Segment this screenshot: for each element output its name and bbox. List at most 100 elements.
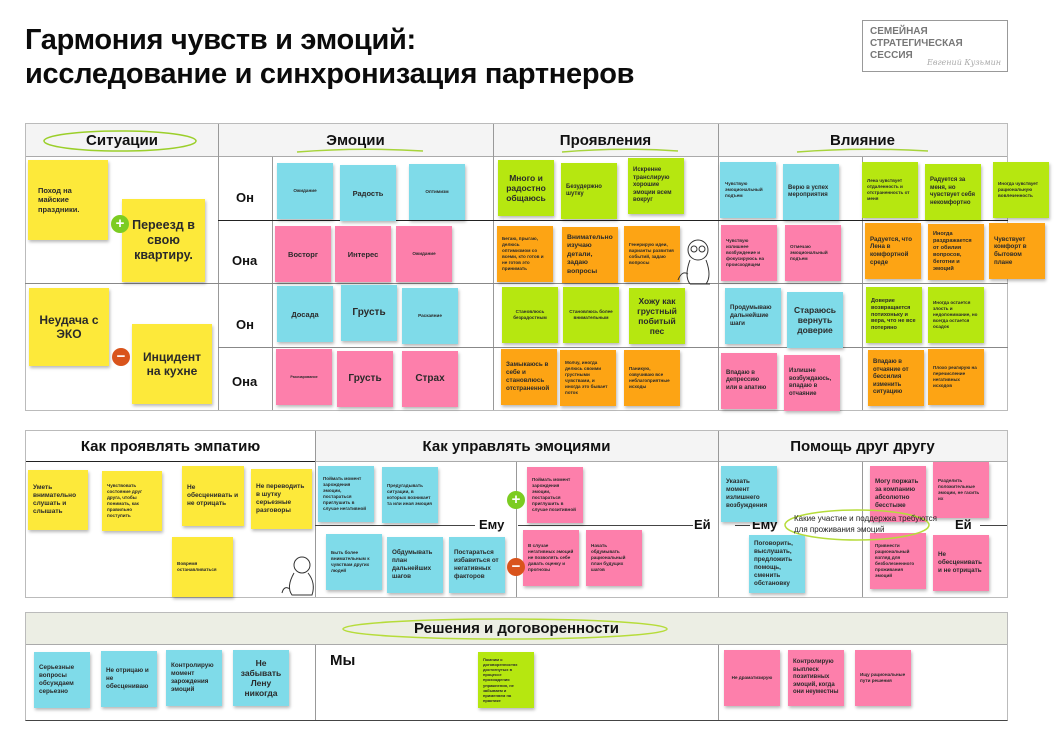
sticky-note[interactable]: Продумываю дальнейшие шаги (725, 288, 781, 344)
label-her: Ей (694, 517, 711, 532)
sticky-note[interactable]: Становлюсь более внимательным (563, 287, 619, 343)
header-situations: Ситуации (26, 124, 218, 157)
sticky-note[interactable]: Обдумывать план дальнейших шагов (387, 537, 443, 593)
header-label: Помощь друг другу (790, 437, 935, 455)
sticky-note[interactable]: Поход на майские праздники. (28, 160, 108, 240)
sticky-note[interactable]: Поймать момент зарождения эмоции, постар… (318, 466, 374, 522)
sticky-note[interactable]: Уметь внимательно слушать и слышать (28, 470, 88, 530)
header-help-each-other: Помощь друг другу (718, 431, 1007, 462)
sticky-note[interactable]: Ожидание (277, 163, 333, 219)
sticky-note[interactable]: Молчу, иногда делюсь своими грустными чу… (560, 350, 616, 406)
sticky-note[interactable]: В случае негативных эмоций не позволять … (523, 530, 579, 586)
sticky-note[interactable]: Внимательно изучаю детали, задаю вопросы (562, 227, 618, 283)
header-influence: Влияние (718, 124, 1007, 157)
sticky-note[interactable]: Не драматизирую (724, 650, 780, 706)
ellipse-doodle-icon (784, 509, 930, 541)
sticky-note[interactable]: Чувствую эмоциональный подъем (720, 162, 776, 218)
row-label-she: Она (232, 253, 258, 268)
sticky-note[interactable]: Контролирую выплеск позитивных эмоций, к… (788, 650, 844, 706)
sticky-note[interactable]: Не забывать Лену никогда (233, 650, 289, 706)
sticky-note[interactable]: Становлюсь безрадостным (502, 287, 558, 343)
sticky-note[interactable]: Замыкаюсь в себе и становлюсь отстраненн… (501, 349, 557, 405)
sticky-note[interactable]: Радуется, что Лена в комфортной среде (865, 223, 921, 279)
sticky-note[interactable]: Впадаю в отчаяние от бессилия изменить с… (868, 350, 924, 406)
sticky-note[interactable]: Радость (340, 165, 396, 221)
sticky-note[interactable]: Разочарование (276, 349, 332, 405)
sticky-note[interactable]: Страх (402, 351, 458, 407)
sticky-note[interactable]: Лена чувствует отдаленность и отстраненн… (862, 162, 918, 218)
underline-doodle-icon (796, 148, 929, 153)
sticky-note[interactable]: Генерирую идеи, варианты развития событи… (624, 226, 680, 282)
header-label: Ситуации (86, 131, 158, 149)
label-her: Ей (955, 517, 972, 532)
sticky-note[interactable]: Не отрицаю и не обесцениваю (101, 651, 157, 707)
sticky-note[interactable]: Указать момент излишнего возбуждения (721, 466, 777, 522)
sticky-note[interactable]: Контролирую момент зарождения эмоций (166, 650, 222, 706)
sticky-note[interactable]: Оптимизм (409, 164, 465, 220)
sticky-note[interactable]: Вовремя останавливаться (172, 537, 233, 597)
header-label: Эмоции (326, 131, 385, 149)
sticky-note[interactable]: Впадаю в депрессию или в апатию (721, 353, 777, 409)
label-we: Мы (330, 652, 356, 669)
sticky-note[interactable]: Привнести рациональный взгляд для безбол… (870, 533, 926, 589)
cat-doodle-icon (281, 556, 314, 596)
header-manifestations: Проявления (493, 124, 718, 157)
sticky-note[interactable]: Радуется за меня, но чувствует себя неко… (925, 164, 981, 220)
sticky-note[interactable]: Доверие возвращается потихоньку и вера, … (866, 287, 922, 343)
sticky-note[interactable]: Иногда чувствует рациональную вовлеченно… (993, 162, 1049, 218)
minus-icon: − (507, 558, 525, 576)
sticky-note[interactable]: Грусть (341, 285, 397, 341)
sticky-note[interactable]: Не обесценивать и не отрицать (933, 535, 989, 591)
logo-line: СЕССИЯ (870, 50, 913, 61)
header-manage-emotions: Как управлять эмоциями (315, 431, 718, 462)
page-title-line-2: исследование и синхронизация партнеров (25, 58, 635, 90)
logo-line: СТРАТЕГИЧЕСКАЯ (870, 38, 963, 49)
sticky-note[interactable]: Инцидент на кухне (132, 324, 212, 404)
sticky-note[interactable]: Верю в успех мероприятия (783, 164, 839, 220)
sticky-note[interactable]: Разделить положительные эмоции, не гасит… (933, 462, 989, 518)
sticky-note[interactable]: Начать обдумывать рациональный план буду… (586, 530, 642, 586)
sticky-note[interactable]: Досада (277, 286, 333, 342)
sticky-note[interactable]: Поймать момент зарождения эмоции, постар… (527, 467, 583, 523)
sticky-note[interactable]: Не переводить в шутку серьезные разговор… (251, 469, 312, 529)
underline-doodle-icon (561, 148, 679, 153)
sticky-note[interactable]: Много и радостно общаюсь (498, 160, 554, 216)
header-label: Проявления (559, 131, 652, 149)
sticky-note[interactable]: Предугадывать ситуации, в которых возник… (382, 467, 438, 523)
middle-table (25, 430, 1008, 598)
sticky-note[interactable]: Неудача с ЭКО (29, 288, 109, 366)
sticky-note[interactable]: Хожу как грустный побитый пес (629, 288, 685, 344)
sticky-note[interactable]: Ожидание (396, 226, 452, 282)
sticky-note[interactable]: Интерес (335, 226, 391, 282)
sticky-note[interactable]: Помним о договоренностях достигнутых в п… (478, 652, 534, 708)
sticky-note[interactable]: Грусть (337, 351, 393, 407)
sticky-note[interactable]: Паникую, озвучиваю все неблагоприятные и… (624, 350, 680, 406)
sticky-note[interactable]: Чувствовать состояние друг друга, чтобы … (102, 471, 162, 531)
sticky-note[interactable]: Восторг (275, 226, 331, 282)
sticky-note[interactable]: Поговорить, выслушать, предложить помощь… (749, 535, 805, 593)
sticky-note[interactable]: Ищу рациональные пути решения (855, 650, 911, 706)
header-emotions: Эмоции (218, 124, 493, 157)
row-label-she: Она (232, 374, 258, 389)
sticky-note[interactable]: Переезд в свою квартиру. (122, 199, 205, 282)
sticky-note[interactable]: Безудержно шутку (561, 163, 617, 219)
sticky-note[interactable]: Быть более внимательным к чувствам други… (326, 534, 382, 590)
decisions-table (25, 612, 1008, 721)
sticky-note[interactable]: Плохо реагирую на перечисление негативны… (928, 349, 984, 405)
sticky-note[interactable]: Чувствую излишнее возбуждение и фокусиру… (721, 225, 777, 281)
ellipse-doodle-icon (342, 618, 668, 640)
sticky-note[interactable]: Не обесценивать и не отрицать (182, 466, 244, 526)
sticky-note[interactable]: Постараться избавиться от негативных фак… (449, 537, 505, 593)
sticky-note[interactable]: Серьезные вопросы обсуждаем серьезно (34, 652, 90, 708)
sticky-note[interactable]: Излишне возбуждаюсь, впадаю в отчаяние (784, 355, 840, 411)
plus-icon: + (507, 491, 525, 509)
sticky-note[interactable]: Иногда остается злость и недопонимание, … (928, 287, 984, 343)
sticky-note[interactable]: Чувствует комфорт в бытовом плане (989, 223, 1045, 279)
sticky-note[interactable]: Иногда раздражается от обилия вопросов, … (928, 224, 984, 280)
label-him: Ему (479, 517, 505, 532)
sticky-note[interactable]: Стараюсь вернуть доверие (787, 292, 843, 348)
sticky-note[interactable]: Отмечаю эмоциональный подъем (785, 225, 841, 281)
sticky-note[interactable]: Бегаю, прыгаю, делюсь оптимизмом со всем… (497, 226, 553, 282)
sticky-note[interactable]: Раскаяние (402, 288, 458, 344)
sticky-note[interactable]: Искренне транслирую хорошие эмоции всем … (628, 158, 684, 214)
